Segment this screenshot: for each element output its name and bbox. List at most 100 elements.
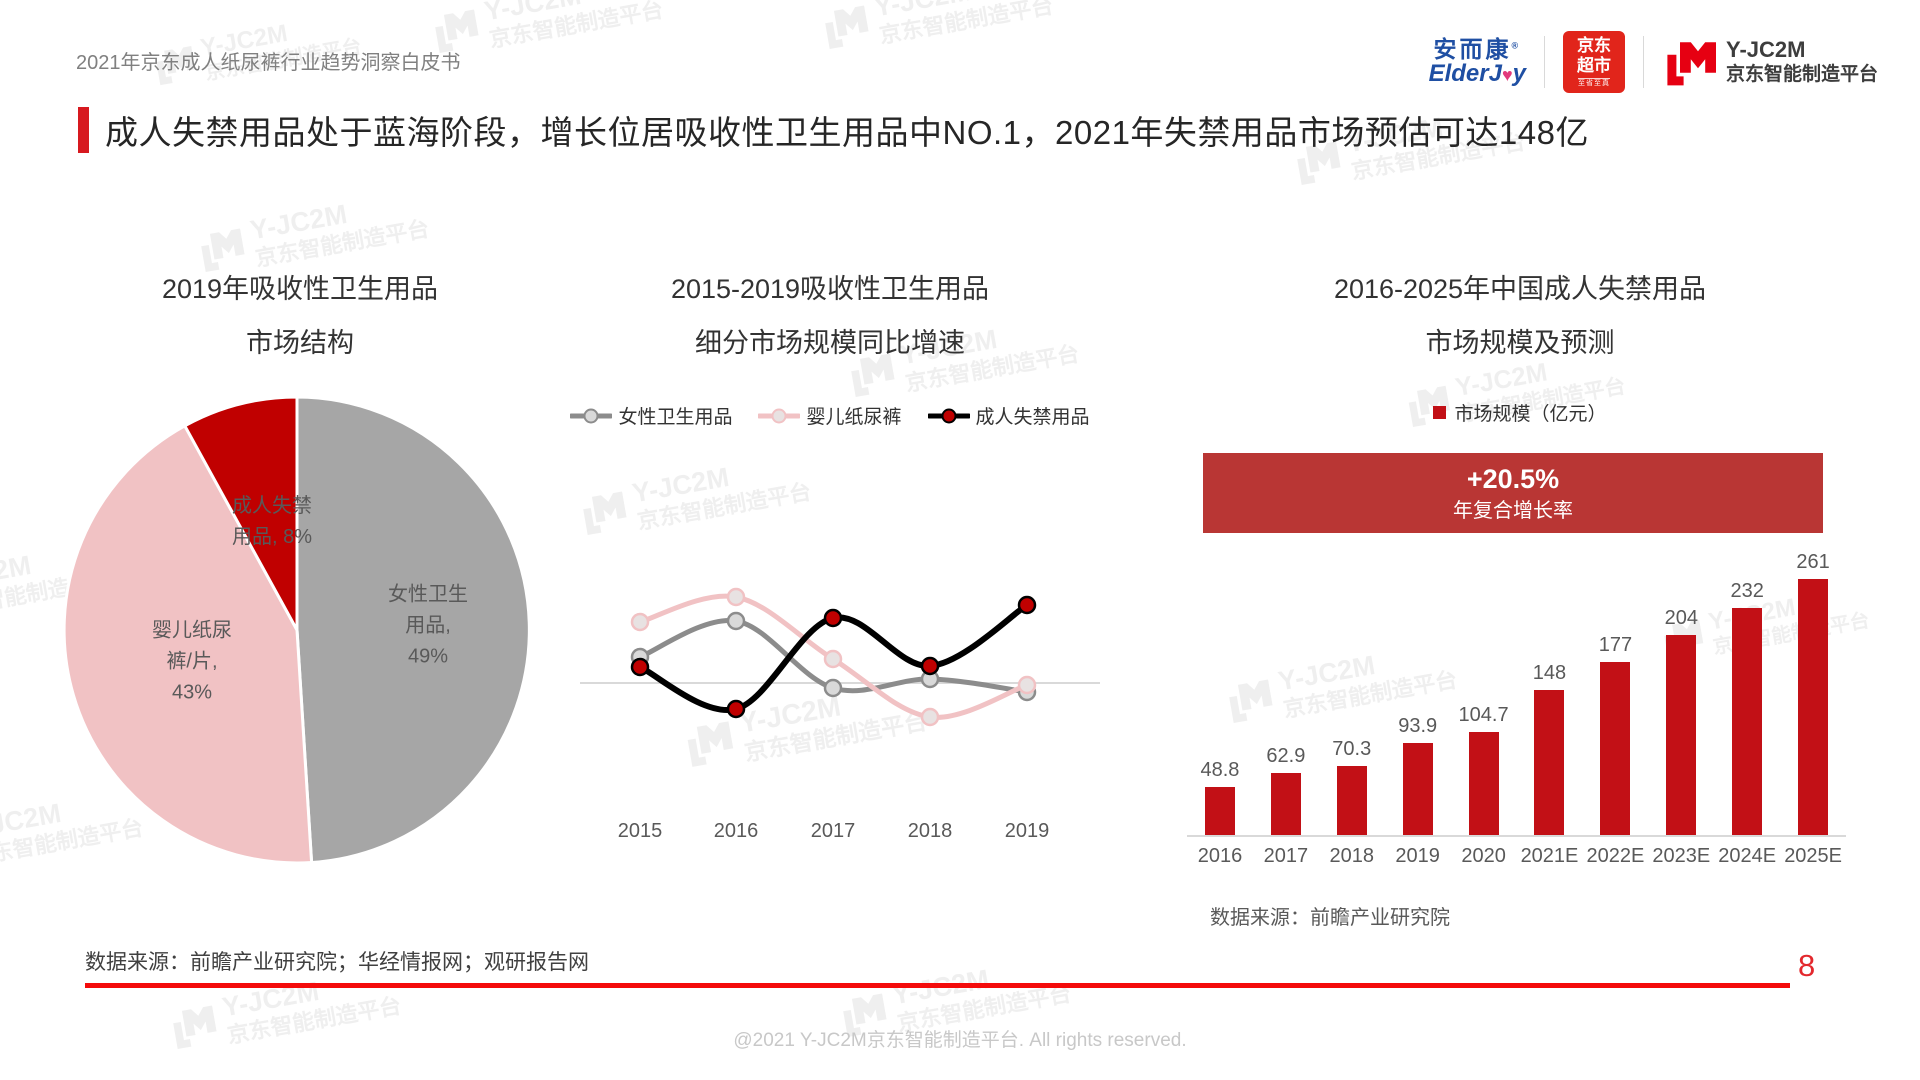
cagr-banner: +20.5% 年复合增长率	[1203, 453, 1823, 533]
logo-divider	[1543, 36, 1545, 88]
page-number: 8	[1798, 948, 1816, 983]
legend-item-0: 女性卫生用品	[570, 402, 732, 429]
x-tick-label: 2018	[907, 820, 953, 842]
bar-legend-label: 市场规模（亿元）	[1454, 404, 1607, 425]
pie-chart: 成人失禁 用品, 8% 女性卫生 用品, 49% 婴儿纸尿 裤/片, 43%	[62, 395, 532, 865]
yjc2m-mark-icon	[1667, 42, 1716, 86]
bar	[1600, 662, 1631, 835]
x-tick-label: 2016	[1197, 845, 1243, 867]
x-tick-label: 2021E	[1520, 845, 1579, 867]
x-tick-label: 2019	[1395, 845, 1440, 867]
watermark: Y-JC2M 京东智能制造平台	[817, 0, 1055, 58]
bar-slot: 177	[1582, 535, 1648, 835]
bar-value-label: 62.9	[1266, 745, 1306, 767]
x-tick-label: 2018	[1329, 845, 1375, 867]
bar-slot: 48.8	[1187, 535, 1253, 835]
x-tick-label: 2015	[617, 820, 663, 842]
bar-slot: 204	[1648, 535, 1714, 835]
bar-value-label: 232	[1730, 580, 1764, 602]
bar	[1534, 690, 1565, 835]
line-chart-legend: 女性卫生用品 婴儿纸尿裤 成人失禁用品	[560, 402, 1100, 429]
bar-slot: 62.9	[1253, 535, 1319, 835]
x-tick-label: 2024E	[1718, 845, 1777, 867]
pie-slice-2	[183, 395, 299, 632]
cagr-label: 年复合增长率	[1453, 499, 1573, 522]
x-tick-label: 2025E	[1784, 845, 1843, 867]
line-svg	[580, 587, 1100, 727]
bar-value-label: 104.7	[1458, 704, 1509, 726]
pie-label-adult: 成人失禁 用品, 8%	[231, 495, 313, 548]
logo-divider	[1642, 36, 1644, 88]
x-tick-label: 2017	[1263, 845, 1309, 867]
bar-slot: 261	[1780, 535, 1846, 835]
elderjoy-cn: 安而康®	[1433, 36, 1522, 63]
footer-red-line	[85, 983, 1790, 988]
data-point	[1017, 675, 1037, 695]
cagr-value: +20.5%	[1466, 464, 1560, 495]
data-point	[920, 656, 940, 676]
bar	[1204, 787, 1235, 835]
doc-title: 2021年京东成人纸尿裤行业趋势洞察白皮书	[76, 52, 461, 74]
data-point	[630, 612, 650, 632]
line-chart-x-axis: 2015 2016 2017 2018 2019	[580, 820, 1100, 850]
legend-marker-icon	[927, 408, 970, 423]
bar-slot: 70.3	[1319, 535, 1385, 835]
pie-svg	[62, 395, 531, 865]
bar	[1402, 743, 1433, 835]
pie-label-baby: 婴儿纸尿 裤/片, 43%	[152, 619, 232, 704]
bar-slot: 93.9	[1385, 535, 1451, 835]
line-chart	[580, 440, 1100, 820]
logo-row: 安而康® ElderJ♥y 京东 超市 至省至真 Y-JC2M 京东智能制造平台	[1429, 30, 1878, 94]
x-tick-label: 2019	[1004, 820, 1050, 842]
bar	[1270, 773, 1301, 835]
yjc2m-logo: Y-JC2M 京东智能制造平台	[1662, 35, 1878, 89]
elderjoy-en: ElderJ♥y	[1428, 60, 1526, 88]
bar-value-label: 204	[1664, 607, 1698, 629]
data-point	[823, 649, 843, 669]
data-point	[823, 678, 843, 698]
yjc2m-text: Y-JC2M 京东智能制造平台	[1725, 37, 1878, 85]
headline-accent-bar	[78, 107, 89, 153]
pie-label-female: 女性卫生 用品, 49%	[388, 583, 468, 668]
heart-icon: ♥	[1501, 65, 1513, 86]
bar-chart-source: 数据来源：前瞻产业研究院	[1210, 907, 1450, 929]
bar	[1666, 635, 1697, 835]
pie-slice-0	[295, 395, 531, 864]
bar-chart-x-axis: 2016 2017 2018 2019 2020 2021E 2022E 2023E 2024E…	[1187, 845, 1846, 868]
bar-slot: 232	[1714, 535, 1780, 835]
bar-value-label: 70.3	[1332, 738, 1372, 760]
legend-item-2: 成人失禁用品	[927, 402, 1090, 429]
bar	[1336, 766, 1367, 835]
data-point	[726, 699, 746, 719]
yjc2m-watermark-icon	[825, 5, 869, 50]
x-tick-label: 2020	[1461, 845, 1506, 867]
bar	[1468, 732, 1499, 835]
data-point	[823, 608, 843, 628]
bar-value-label: 148	[1532, 662, 1567, 684]
data-point	[630, 657, 650, 677]
bar-chart-plot: 48.8 62.9 70.3 93.9 104.7 148 177 204 232 261	[1187, 535, 1846, 837]
data-point	[1017, 595, 1037, 615]
elderjoy-logo: 安而康® ElderJ♥y	[1429, 37, 1526, 86]
x-tick-label: 2016	[713, 820, 759, 842]
x-tick-label: 2022E	[1586, 845, 1645, 867]
watermark: Y-JC2M 京东智能制造平台	[427, 0, 665, 62]
legend-marker-icon	[758, 408, 801, 423]
bar-slot: 104.7	[1451, 535, 1517, 835]
jd-supermarket-logo: 京东 超市 至省至真	[1562, 31, 1625, 93]
footer-copyright: @2021 Y-JC2M京东智能制造平台. All rights reserve…	[733, 1030, 1187, 1051]
bar-value-label: 261	[1796, 551, 1830, 573]
data-point	[726, 587, 746, 607]
bar-value-label: 177	[1598, 634, 1633, 656]
x-tick-label: 2023E	[1652, 845, 1711, 867]
data-point	[920, 707, 940, 727]
data-point	[726, 611, 746, 631]
bar	[1732, 608, 1763, 835]
bar	[1798, 579, 1829, 835]
legend-marker-icon	[570, 408, 613, 423]
page-title: 成人失禁用品处于蓝海阶段，增长位居吸收性卫生用品中NO.1，2021年失禁用品市…	[105, 114, 1589, 151]
x-tick-label: 2017	[810, 820, 856, 842]
headline-row: 成人失禁用品处于蓝海阶段，增长位居吸收性卫生用品中NO.1，2021年失禁用品市…	[78, 106, 1878, 154]
legend-item-1: 婴儿纸尿裤	[758, 402, 902, 429]
